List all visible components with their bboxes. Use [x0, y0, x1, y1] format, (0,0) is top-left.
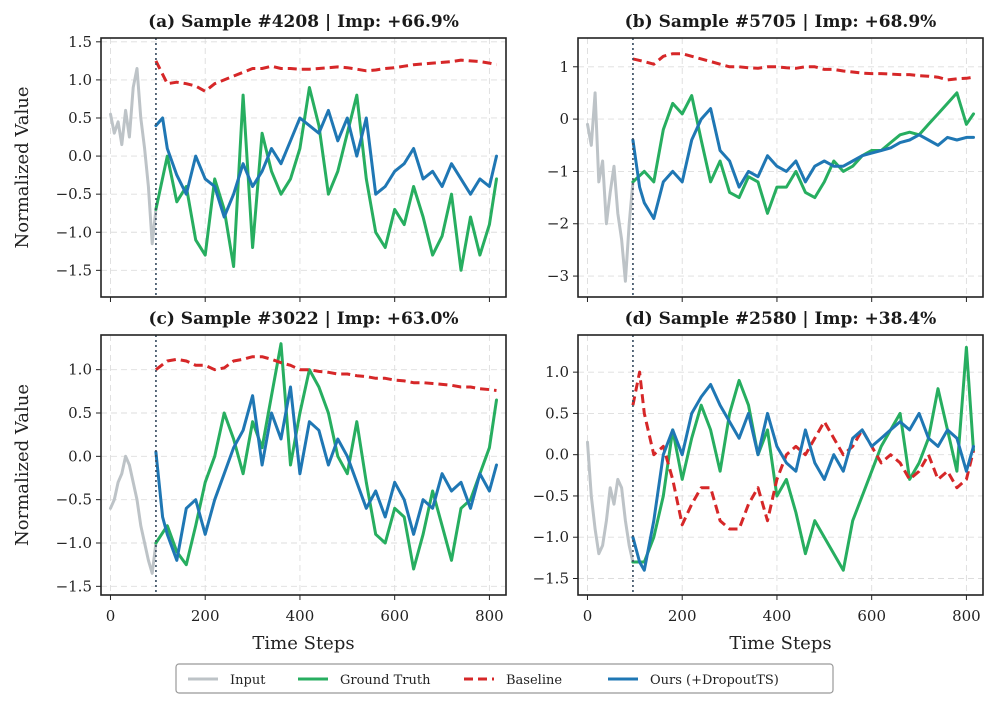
x-tick-label: 400: [763, 607, 792, 625]
panel-3: −1.5 −1.0 −0.5 0.0 0.5 1.0 0 200 400 600 800 (d) Sa…: [533, 309, 984, 654]
y-tick-label: 1.0: [545, 363, 569, 381]
x-tick-label: 800: [952, 607, 981, 625]
series-line-baseline: [154, 355, 497, 392]
series-line-ours: [154, 108, 498, 219]
y-tick-label: −1: [547, 162, 569, 180]
y-tick-label: 1.0: [68, 361, 92, 379]
y-tick-label: −0.5: [56, 491, 92, 509]
legend-label: Baseline: [506, 673, 562, 688]
panel-0: −1.5 −1.0 −0.5 0.0 0.5 1.0 1.5 (a) Sample #4208…: [12, 12, 507, 302]
axes-frame: [577, 334, 984, 596]
y-axis-label: Normalized Value: [12, 384, 33, 546]
y-tick-label: 1.0: [68, 71, 92, 89]
legend: Input Ground Truth Baseline Ours (+DropoutT…: [175, 663, 834, 694]
y-tick-label: 1.5: [68, 33, 92, 51]
plot-area: [101, 38, 506, 297]
x-tick-label: 0: [106, 607, 116, 625]
y-tick-label: −1.5: [56, 261, 92, 279]
series-line-ours: [154, 385, 498, 562]
y-tick-label: −1.0: [533, 528, 569, 546]
series-line-input: [109, 454, 158, 575]
plot-area: [101, 335, 506, 595]
y-tick-label: −1.5: [533, 569, 569, 587]
y-tick-label: −2: [547, 215, 569, 233]
x-tick-label: 600: [380, 607, 409, 625]
axes-frame: [100, 334, 507, 596]
series-line-ground_truth: [154, 342, 498, 571]
y-tick-label: 0.0: [68, 147, 92, 165]
x-tick-label: 200: [668, 607, 697, 625]
legend-label: Ours (+DropoutTS): [650, 673, 779, 688]
legend-label: Ground Truth: [340, 673, 431, 688]
series-line-input: [586, 91, 635, 283]
y-axis-label: Normalized Value: [12, 87, 33, 249]
y-tick-label: −0.5: [533, 487, 569, 505]
legend-label: Input: [230, 673, 266, 688]
x-tick-label: 800: [475, 607, 504, 625]
series-line-baseline: [154, 58, 497, 93]
panel-title: (c) Sample #3022 | Imp: +63.0%: [148, 309, 458, 329]
series-line-input: [109, 67, 158, 246]
series-line-ours: [631, 383, 975, 572]
series-line-ground_truth: [631, 345, 975, 572]
x-tick-label: 600: [857, 607, 886, 625]
legend-item-ground_truth: Ground Truth: [298, 673, 431, 688]
x-tick-label: 400: [286, 607, 315, 625]
panel-title: (d) Sample #2580 | Imp: +38.4%: [625, 309, 937, 329]
y-tick-label: 0.5: [545, 404, 569, 422]
y-tick-label: −1.5: [56, 577, 92, 595]
y-tick-label: 0: [559, 110, 569, 128]
panel-1: −3 −2 −1 0 1 (b) Sample #5705 | Imp: +68.9%: [547, 12, 984, 302]
x-axis-label: Time Steps: [252, 633, 354, 654]
y-tick-label: 1: [559, 58, 569, 76]
y-tick-label: −1.0: [56, 534, 92, 552]
x-axis-label: Time Steps: [729, 633, 831, 654]
legend-box: [175, 663, 834, 694]
axes-frame: [577, 37, 984, 298]
plot-area: [578, 335, 983, 595]
y-tick-label: 0.0: [545, 446, 569, 464]
panel-2: −1.5 −1.0 −0.5 0.0 0.5 1.0 0 200 400 600 800 (c) Sa…: [12, 309, 507, 654]
series-line-ours: [631, 107, 975, 220]
legend-item-baseline: Baseline: [464, 673, 562, 688]
legend-item-ours: Ours (+DropoutTS): [608, 673, 779, 688]
y-tick-label: −1.0: [56, 223, 92, 241]
y-tick-label: −0.5: [56, 185, 92, 203]
x-tick-label: 0: [583, 607, 593, 625]
panel-title: (b) Sample #5705 | Imp: +68.9%: [625, 12, 937, 32]
legend-item-input: Input: [188, 673, 266, 688]
y-tick-label: 0.5: [68, 109, 92, 127]
series-line-baseline: [632, 52, 974, 82]
y-tick-label: −3: [547, 267, 569, 285]
series-line-baseline: [631, 370, 975, 531]
y-tick-label: 0.5: [68, 404, 92, 422]
panel-title: (a) Sample #4208 | Imp: +66.9%: [148, 12, 459, 32]
series-line-ground_truth: [154, 86, 498, 272]
axes-frame: [100, 37, 507, 298]
series-line-input: [586, 440, 635, 564]
y-tick-label: 0.0: [68, 447, 92, 465]
x-tick-label: 200: [191, 607, 220, 625]
